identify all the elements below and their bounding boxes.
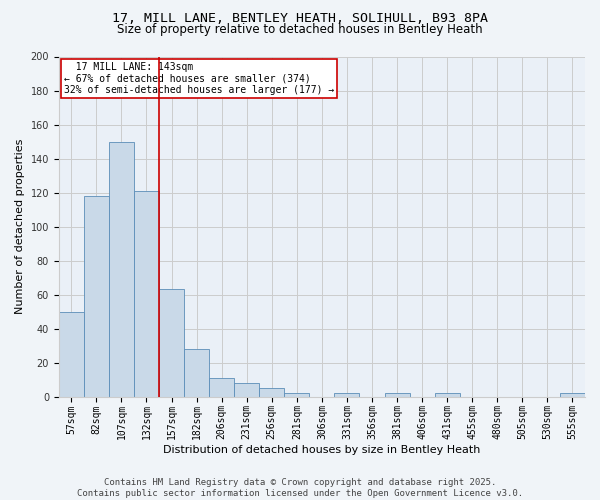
Y-axis label: Number of detached properties: Number of detached properties — [15, 139, 25, 314]
Bar — [84, 196, 109, 396]
Bar — [560, 393, 585, 396]
Text: 17, MILL LANE, BENTLEY HEATH, SOLIHULL, B93 8PA: 17, MILL LANE, BENTLEY HEATH, SOLIHULL, … — [112, 12, 488, 26]
Bar — [59, 312, 84, 396]
Bar — [159, 290, 184, 397]
Bar — [184, 349, 209, 397]
Bar — [434, 393, 460, 396]
X-axis label: Distribution of detached houses by size in Bentley Heath: Distribution of detached houses by size … — [163, 445, 481, 455]
Bar — [209, 378, 234, 396]
Text: Size of property relative to detached houses in Bentley Heath: Size of property relative to detached ho… — [117, 22, 483, 36]
Bar — [284, 393, 310, 396]
Text: Contains HM Land Registry data © Crown copyright and database right 2025.
Contai: Contains HM Land Registry data © Crown c… — [77, 478, 523, 498]
Bar — [385, 393, 410, 396]
Bar — [259, 388, 284, 396]
Text: 17 MILL LANE: 143sqm
← 67% of detached houses are smaller (374)
32% of semi-deta: 17 MILL LANE: 143sqm ← 67% of detached h… — [64, 62, 334, 95]
Bar — [234, 383, 259, 396]
Bar — [334, 393, 359, 396]
Bar — [109, 142, 134, 396]
Bar — [134, 191, 159, 396]
